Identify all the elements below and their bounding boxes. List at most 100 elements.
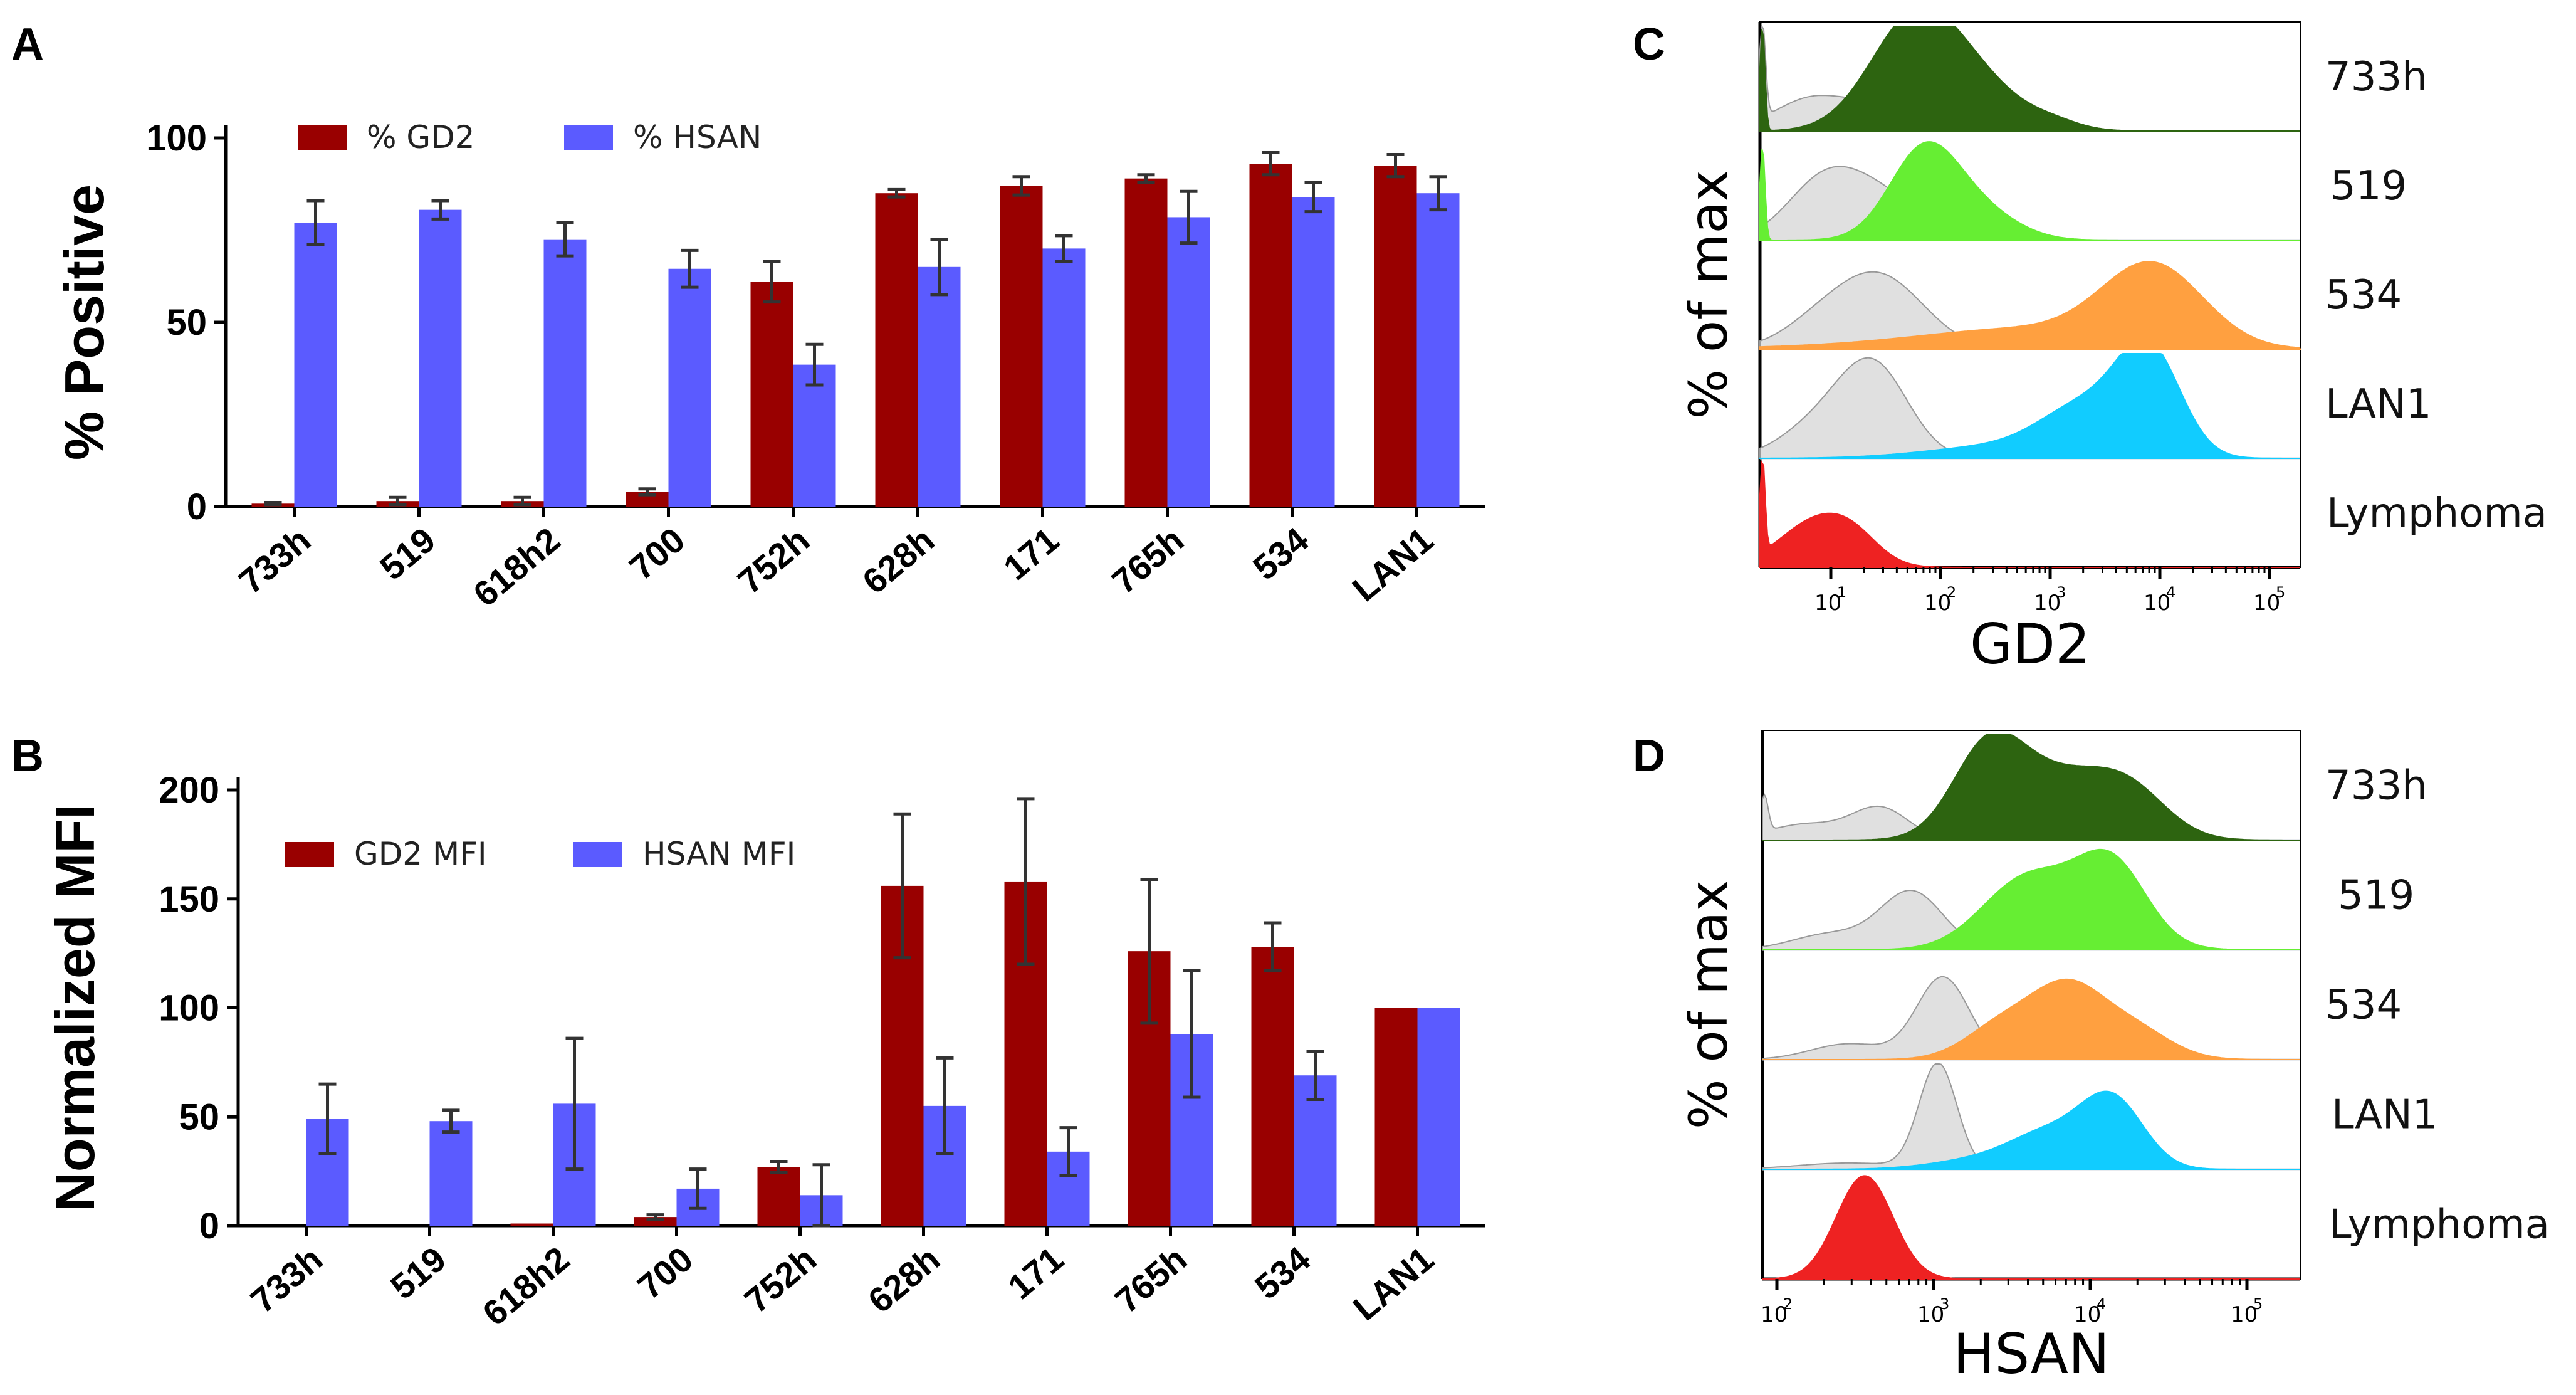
- bar-gd2: [1374, 166, 1417, 507]
- legend-label: GD2 MFI: [354, 836, 487, 872]
- panel-label-c: C: [1633, 19, 1665, 70]
- x-tick-label: 10: [2144, 591, 2170, 616]
- x-tick-exponent: 5: [2276, 584, 2285, 601]
- x-tick-exponent: 4: [2097, 1295, 2106, 1313]
- track-label: LAN1: [2325, 381, 2432, 428]
- x-tick-label: 700: [622, 520, 692, 587]
- sample-histogram: [1762, 1175, 2300, 1280]
- x-tick-label: LAN1: [1346, 1239, 1442, 1328]
- y-axis-label: % of max: [1678, 170, 1739, 419]
- panel-label-b: B: [11, 731, 44, 781]
- bar-hsanmfi: [429, 1121, 473, 1226]
- y-axis-label: % Positive: [53, 184, 115, 460]
- bar-hsan: [294, 223, 337, 507]
- x-tick-label: 10: [2253, 591, 2280, 616]
- x-tick-exponent: 3: [2056, 584, 2066, 601]
- bar-gd2mfi: [510, 1223, 553, 1226]
- legend-label: % HSAN: [633, 119, 762, 155]
- track-label: 519: [2330, 163, 2407, 209]
- bar-gd2: [750, 282, 793, 507]
- bar-hsan: [793, 364, 836, 507]
- y-tick-label: 0: [199, 1206, 219, 1246]
- y-tick-label: 50: [166, 302, 207, 343]
- x-tick-label: 10: [2231, 1302, 2258, 1327]
- x-tick-label: 10: [1924, 591, 1951, 616]
- legend-label: % GD2: [367, 119, 474, 155]
- x-tick-exponent: 4: [2166, 584, 2175, 601]
- x-tick-label: 628h: [855, 520, 941, 601]
- bar-chart-normalized-mfi: Normalized MFI 0 50 100 150 200 733h 519 618h2 70…: [44, 770, 1485, 1333]
- bar-hsan: [1292, 197, 1335, 507]
- sample-histogram: [1762, 848, 2300, 950]
- bar-hsan: [1042, 248, 1086, 507]
- bar-gd2mfi: [1251, 947, 1294, 1226]
- x-tick-exponent: 5: [2253, 1295, 2263, 1313]
- x-tick-label: 10: [2034, 591, 2061, 616]
- track-label: Lymphoma: [2329, 1202, 2550, 1248]
- bar-gd2mfi: [1374, 1008, 1418, 1226]
- sample-histogram: [1762, 734, 2300, 841]
- x-tick-label: 733h: [243, 1239, 330, 1320]
- track-label: 534: [2325, 982, 2402, 1029]
- x-tick-label: 10: [1814, 591, 1841, 616]
- bar-gd2: [1124, 178, 1168, 507]
- track-label: 733h: [2325, 763, 2427, 809]
- legend-label: HSAN MFI: [642, 836, 795, 872]
- x-tick-label: 765h: [1107, 1239, 1194, 1320]
- x-tick-label: 733h: [231, 520, 318, 601]
- bar-hsanmfi: [1417, 1008, 1460, 1226]
- bar-gd2: [626, 492, 669, 507]
- bar-gd2: [875, 193, 918, 507]
- legend-swatch: [285, 842, 334, 867]
- y-axis-label: Normalized MFI: [44, 804, 106, 1211]
- x-tick-exponent: 3: [1940, 1295, 1949, 1313]
- track-label: LAN1: [2332, 1092, 2438, 1139]
- x-tick-label: 519: [383, 1239, 453, 1307]
- bar-hsan: [543, 239, 587, 507]
- bar-hsan: [1416, 193, 1460, 507]
- bar-gd2: [1249, 164, 1292, 507]
- x-tick-exponent: 1: [1837, 584, 1846, 601]
- x-tick-label: 171: [996, 520, 1066, 587]
- track-label: 534: [2325, 272, 2402, 318]
- y-tick-label: 200: [159, 770, 219, 811]
- x-tick-label: LAN1: [1345, 520, 1441, 609]
- y-tick-label: 100: [146, 118, 207, 159]
- y-tick-label: 50: [179, 1097, 219, 1137]
- x-tick-label: 534: [1245, 520, 1316, 587]
- panel-label-a: A: [11, 19, 44, 70]
- bar-hsan: [1167, 217, 1210, 507]
- x-tick-label: 752h: [730, 520, 817, 601]
- legend-swatch: [564, 125, 613, 150]
- x-tick-label: 752h: [737, 1239, 824, 1320]
- sample-histogram: [1759, 461, 2300, 568]
- x-tick-exponent: 2: [1947, 584, 1956, 601]
- track-label: 519: [2338, 873, 2414, 919]
- y-axis-label: % of max: [1678, 880, 1739, 1129]
- sample-histogram: [1759, 141, 2300, 241]
- legend-swatch: [573, 842, 622, 867]
- x-tick-exponent: 2: [1783, 1295, 1793, 1313]
- x-tick-label: 10: [2074, 1302, 2101, 1327]
- sample-histogram: [1759, 261, 2301, 350]
- sample-histogram: [1759, 353, 2300, 459]
- sample-histogram: [1762, 1090, 2300, 1170]
- bar-gd2mfi: [757, 1167, 800, 1226]
- track-label: 733h: [2325, 54, 2427, 100]
- x-tick-label: 171: [1000, 1239, 1071, 1307]
- x-axis-label: HSAN: [1953, 1322, 2110, 1386]
- y-tick-label: 0: [187, 487, 207, 527]
- x-tick-label: 10: [1917, 1302, 1944, 1327]
- bar-gd2: [1000, 186, 1043, 507]
- x-tick-label: 700: [630, 1239, 700, 1307]
- x-tick-label: 534: [1247, 1239, 1317, 1307]
- x-tick-label: 618h2: [466, 520, 567, 614]
- x-tick-label: 618h2: [475, 1239, 577, 1333]
- sample-histogram: [1759, 26, 2300, 132]
- y-tick-label: 150: [159, 879, 219, 920]
- bar-chart-percent-positive: % Positive 0 50 100 733h 519 618h2 700 752h 628h 1…: [53, 118, 1485, 614]
- sample-histogram: [1762, 978, 2300, 1060]
- x-axis-label: GD2: [1970, 612, 2090, 676]
